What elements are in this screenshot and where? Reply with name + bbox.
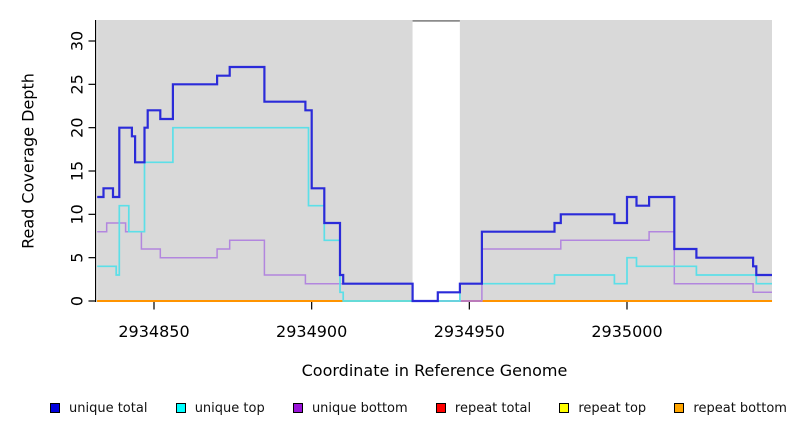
y-tick-label: 0 [68, 296, 87, 306]
series-line-unique-top [97, 126, 772, 302]
x-tick-label: 2934850 [118, 322, 189, 341]
legend-label: repeat bottom [693, 400, 787, 416]
legend-label: unique bottom [311, 400, 408, 416]
legend: unique total unique top unique bottom repea… [50, 398, 787, 418]
y-tick-label: 25 [68, 74, 87, 94]
y-tick-label: 20 [68, 117, 87, 137]
legend-swatch-repeat-total [435, 403, 446, 413]
legend-swatch-repeat-bottom [674, 403, 685, 413]
x-axis-title: Coordinate in Reference Genome [301, 361, 568, 380]
legend-label: repeat top [578, 400, 647, 416]
no-data-gap [412, 21, 460, 302]
legend-swatch-unique-bottom [292, 403, 303, 413]
legend-item-repeat-top: repeat top [559, 401, 646, 416]
legend-swatch-unique-top [175, 403, 186, 413]
x-tick-label: 2935000 [591, 322, 662, 341]
x-tick-label: 2934900 [276, 322, 347, 341]
legend-label: repeat total [454, 400, 532, 416]
series-line-unique-total [97, 65, 772, 303]
legend-item-unique-bottom: unique bottom [292, 400, 408, 416]
legend-item-repeat-total: repeat total [435, 400, 532, 416]
y-tick-label: 15 [68, 161, 87, 181]
y-tick-label: 10 [68, 204, 87, 224]
y-axis-title: Read Coverage Depth [18, 73, 38, 249]
y-tick-label: 30 [68, 31, 87, 51]
x-tick-label: 2934950 [434, 322, 505, 341]
legend-item-unique-top: unique top [175, 400, 265, 416]
legend-item-repeat-bottom: repeat bottom [674, 401, 787, 416]
legend-swatch-unique-total [50, 403, 60, 413]
legend-item-unique-total: unique total [50, 401, 147, 416]
legend-label: unique total [69, 400, 148, 416]
legend-swatch-repeat-top [559, 403, 570, 413]
y-tick-label: 5 [68, 253, 87, 263]
legend-label: unique top [194, 400, 265, 416]
